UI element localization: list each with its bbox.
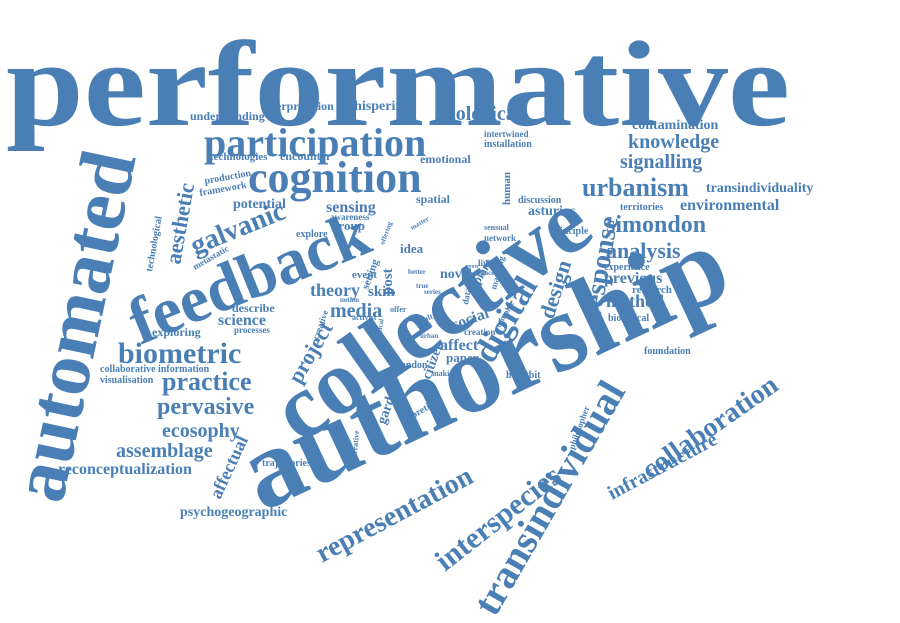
- word-data: data: [460, 286, 473, 305]
- word-encounter: encounter: [280, 149, 332, 163]
- word-spatial: spatial: [416, 192, 451, 206]
- word-previous: previous: [604, 270, 662, 287]
- word-media: media: [330, 300, 382, 322]
- word-making: making: [432, 369, 458, 378]
- word-human: human: [501, 172, 513, 205]
- word-biological: biological: [608, 313, 649, 324]
- word-event: event: [352, 269, 377, 281]
- word-awareness: awareness: [330, 212, 370, 222]
- word-performative: performative: [6, 17, 790, 152]
- word-reconceptualization: reconceptualization: [58, 461, 192, 478]
- word-exploring: exploring: [152, 325, 201, 339]
- word-analysis: analysis: [606, 238, 681, 263]
- word-territories: territories: [620, 202, 663, 213]
- word-offering: offering: [378, 220, 394, 245]
- word-asturias: asturias: [528, 204, 576, 219]
- word-practice: practice: [162, 367, 252, 396]
- word-post: post: [380, 268, 396, 295]
- word-whispering: whispering: [344, 99, 410, 114]
- word-simondon: simondon: [606, 212, 706, 238]
- word-potential: potential: [233, 197, 286, 212]
- word-critical: critical: [374, 318, 386, 340]
- word-technologies: technologies: [210, 151, 268, 163]
- word-notion: notion: [340, 296, 359, 304]
- word-infrastructure: infrastructure: [604, 428, 721, 504]
- word-group: group: [332, 218, 365, 233]
- word-experience: experience: [604, 262, 650, 273]
- word-trajectories: trajectories: [262, 458, 311, 469]
- word-novel: novel: [440, 267, 472, 282]
- word-knowledge: knowledge: [628, 131, 719, 153]
- word-foundation: foundation: [644, 346, 691, 357]
- word-technological: technological: [144, 215, 165, 272]
- word-sensual: sensual: [484, 223, 510, 232]
- word-contamination: contamination: [632, 118, 719, 133]
- word-interpretation: interpretation: [262, 99, 334, 113]
- word-principle: principle: [550, 226, 589, 237]
- word-space: space: [478, 269, 494, 277]
- word-science: science: [218, 312, 266, 329]
- word-visualisation: visualisation: [100, 375, 154, 386]
- word-series: series: [424, 288, 441, 296]
- word-research: research: [632, 284, 672, 296]
- word-pervasive: pervasive: [157, 394, 255, 420]
- word-urbanism: urbanism: [582, 173, 689, 202]
- word-emotional: emotional: [420, 152, 471, 166]
- word-creation: creation: [464, 327, 495, 337]
- word-signalling: signalling: [620, 151, 702, 173]
- word-better: better: [408, 268, 426, 276]
- word-installation: installation: [484, 139, 532, 150]
- word-skin: skin: [368, 284, 395, 300]
- word-psychogeographic: psychogeographic: [180, 505, 287, 520]
- word-explore: explore: [296, 229, 328, 240]
- word-heartbit: heartbit: [506, 370, 541, 381]
- word-idea: idea: [400, 241, 424, 256]
- word-biometric: biometric: [118, 337, 241, 370]
- word-processes: processes: [234, 325, 270, 335]
- word-cognition: cognition: [248, 153, 422, 202]
- word-true: true: [416, 282, 428, 290]
- word-participation: participation: [204, 120, 426, 165]
- word-method: method: [606, 291, 664, 311]
- word-london: london: [398, 360, 428, 371]
- word-offer: offer: [390, 305, 407, 314]
- word-ecological: ecological: [438, 103, 522, 125]
- word-urban: urban: [420, 332, 438, 340]
- word-transindividuality: transindividuality: [706, 181, 813, 196]
- word-understanding: understanding: [190, 109, 265, 123]
- word-assemblage: assemblage: [116, 440, 213, 462]
- word-activist: activist: [352, 313, 377, 322]
- word-describe: describe: [232, 301, 275, 315]
- word-living: living: [478, 258, 500, 268]
- word-ecosophy: ecosophy: [162, 420, 240, 442]
- word-paper: paper: [446, 350, 479, 365]
- word-matter: matter: [409, 215, 431, 232]
- word-eye: eye: [432, 306, 442, 314]
- word-environmental: environmental: [680, 197, 780, 214]
- word-grow: grow: [466, 264, 480, 270]
- word-affect: affect: [440, 337, 479, 354]
- word-generative: generative: [349, 430, 361, 467]
- word-theory: theory: [310, 280, 360, 300]
- word-discussion: discussion: [518, 195, 562, 206]
- word-network: network: [484, 233, 516, 243]
- word-intertwined: intertwined: [484, 129, 529, 139]
- word-sensing: sensing: [326, 199, 376, 216]
- word-collaborative-information: collaborative information: [100, 364, 210, 375]
